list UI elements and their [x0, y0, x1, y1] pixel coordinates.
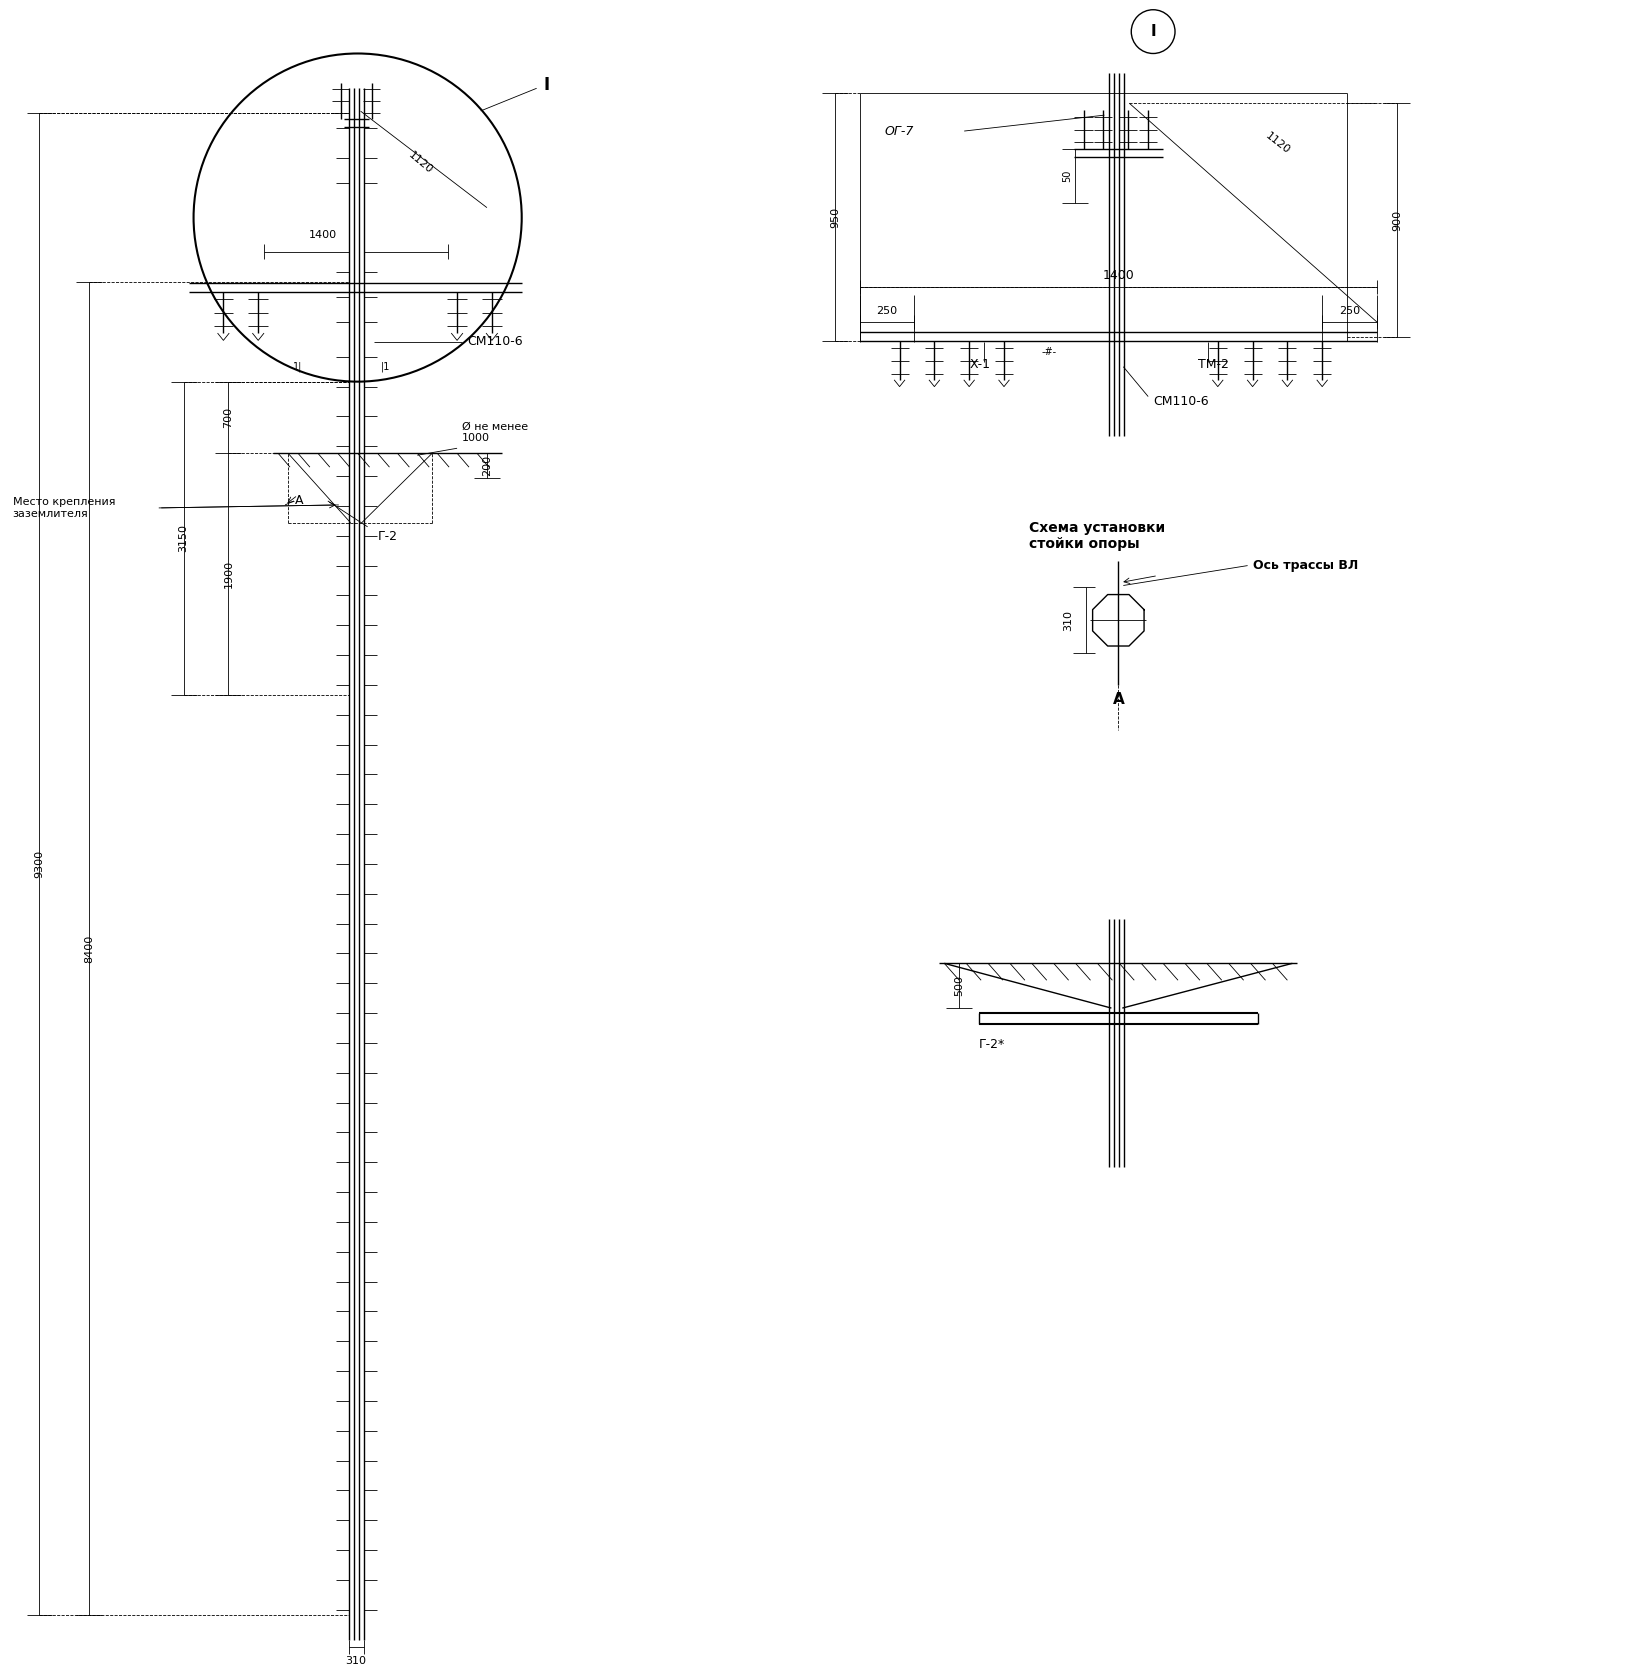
Text: 1400: 1400 — [309, 231, 337, 241]
Text: I: I — [543, 77, 549, 94]
Text: ОГ-7: ОГ-7 — [884, 125, 914, 137]
Text: СМ110-6: СМ110-6 — [1153, 394, 1209, 408]
Text: Г-2: Г-2 — [378, 530, 398, 543]
Text: 500: 500 — [954, 976, 964, 996]
Text: 310: 310 — [345, 1656, 366, 1666]
Text: 3150: 3150 — [178, 525, 188, 551]
Text: I: I — [1150, 23, 1157, 38]
Text: 310: 310 — [1064, 610, 1074, 630]
Text: 50: 50 — [1063, 170, 1073, 182]
Text: СМ110-6: СМ110-6 — [467, 336, 523, 348]
Text: 1400: 1400 — [1102, 269, 1134, 282]
Text: 1|: 1| — [294, 361, 302, 373]
Text: Место крепления
заземлителя: Место крепления заземлителя — [13, 496, 116, 518]
Text: 200: 200 — [482, 455, 492, 476]
Text: 9300: 9300 — [35, 851, 45, 877]
Text: А: А — [295, 495, 304, 508]
Text: ТМ-2: ТМ-2 — [1198, 358, 1229, 371]
Text: 1900: 1900 — [223, 560, 233, 588]
Text: Г-2*: Г-2* — [978, 1038, 1005, 1051]
Text: Ось трассы ВЛ: Ось трассы ВЛ — [1252, 560, 1358, 571]
Text: 700: 700 — [223, 406, 233, 428]
Text: 900: 900 — [1391, 209, 1402, 231]
Text: Х-1: Х-1 — [969, 358, 990, 371]
Text: 1120: 1120 — [406, 150, 434, 175]
Text: А: А — [1112, 692, 1124, 707]
Text: 950: 950 — [830, 207, 840, 227]
Text: 8400: 8400 — [84, 934, 94, 962]
Text: Схема установки
стойки опоры: Схема установки стойки опоры — [1030, 521, 1165, 551]
Text: 250: 250 — [876, 306, 898, 316]
Text: |1: |1 — [381, 361, 389, 373]
Text: 1120: 1120 — [1264, 130, 1292, 155]
Text: -#-: -#- — [1041, 348, 1056, 358]
Text: Ø не менее
1000: Ø не менее 1000 — [462, 421, 528, 443]
Text: 250: 250 — [1338, 306, 1360, 316]
